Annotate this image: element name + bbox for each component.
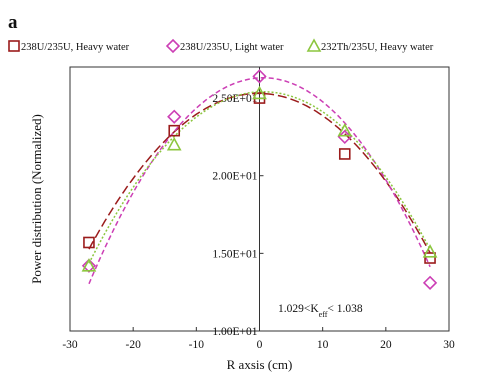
legend-marker-1 — [8, 40, 20, 52]
y-ticks: 1.00E+01 1.50E+01 2.00E+01 2.50E+01 — [212, 93, 264, 338]
data-point-series-1 — [168, 124, 181, 137]
data-point-series-3 — [166, 136, 182, 151]
x-tick-label: 30 — [443, 339, 455, 351]
data-point-series-1 — [83, 236, 95, 249]
data-point-series-3 — [81, 258, 97, 272]
x-ticks: -30 -20 -10 0 10 20 30 — [62, 327, 455, 351]
data-point-series-1 — [338, 148, 351, 160]
legend-label-2: 238U/235U, Light water — [180, 42, 284, 53]
legend-label-1: 238U/235U, Heavy water — [21, 42, 130, 53]
data-point-series-3 — [422, 244, 438, 258]
data-point-series-2 — [81, 258, 97, 273]
y-tick-label: 1.50E+01 — [212, 248, 257, 260]
keff-annotation: 1.029<Keff< 1.038 — [278, 303, 363, 319]
legend: 238U/235U, Heavy water 238U/235U, Light w… — [8, 38, 434, 54]
data-points — [81, 69, 438, 290]
legend-label-3: 232Th/235U, Heavy water — [321, 42, 434, 53]
keff-annotation-sub: eff — [319, 310, 328, 319]
x-tick-label: 10 — [317, 339, 329, 351]
legend-marker-2 — [165, 38, 181, 54]
x-tick-label: -20 — [125, 339, 141, 351]
data-point-series-3 — [337, 122, 353, 137]
data-point-series-2 — [422, 275, 438, 290]
keff-annotation-tail: < 1.038 — [327, 303, 362, 315]
data-point-series-1 — [424, 252, 436, 264]
data-point-series-3 — [252, 85, 267, 100]
x-tick-label: -30 — [62, 339, 78, 351]
plot-area: -30 -20 -10 0 10 20 30 1.00E+01 1.50E+01 2.00E+0… — [62, 66, 455, 351]
legend-marker-3 — [306, 38, 322, 52]
x-tick-label: 20 — [380, 339, 392, 351]
keff-annotation-head: 1.029<K — [278, 303, 319, 315]
y-tick-label: 2.50E+01 — [212, 93, 257, 105]
x-tick-label: 0 — [257, 339, 263, 351]
y-tick-label: 1.00E+01 — [212, 326, 257, 338]
x-tick-label: -10 — [189, 339, 205, 351]
panel-label: a — [8, 12, 18, 33]
data-point-series-2 — [167, 109, 182, 124]
data-point-series-2 — [252, 69, 267, 84]
x-axis-label: R axsis (cm) — [227, 357, 293, 372]
y-axis-label: Power distribution (Normalized) — [29, 114, 44, 284]
y-tick-label: 2.00E+01 — [212, 171, 257, 183]
fit-curve-3 — [88, 91, 431, 264]
